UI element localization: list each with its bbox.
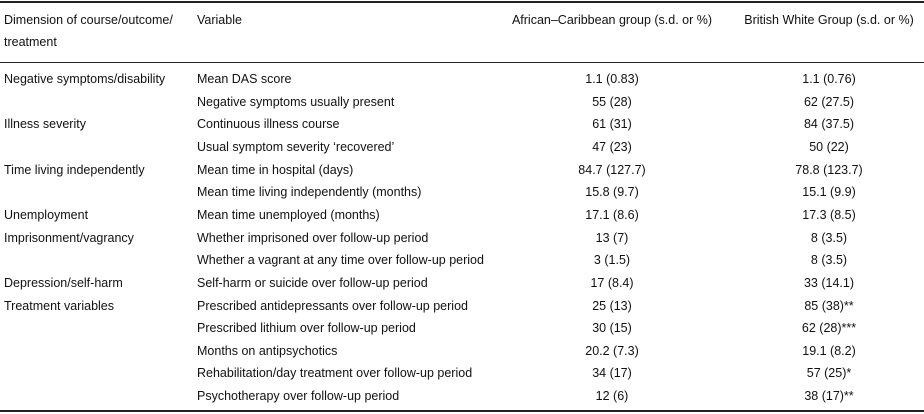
- variable-cell: Self-harm or suicide over follow-up peri…: [197, 275, 428, 290]
- value-cell: 1.1 (0.76): [802, 72, 856, 86]
- value-cell: 8 (3.5): [810, 253, 848, 268]
- variable-cell: Rehabilitation/day treatment over follow…: [197, 366, 473, 381]
- variable-cell: Mean time in hospital (days): [197, 162, 354, 177]
- value-cell: 38 (17)**: [804, 389, 854, 404]
- value-cell: 20.2 (7.3): [585, 343, 639, 358]
- dimension-cell: Depression/self-harm: [4, 275, 123, 290]
- variable-cell: Whether a vagrant at any time over follo…: [197, 253, 484, 268]
- header-cell: British White Group (s.d. or %): [744, 13, 914, 27]
- variable-cell: Psychotherapy over follow-up period: [197, 389, 400, 404]
- variable-cell: Mean DAS score: [197, 72, 292, 86]
- value-cell: 17.1 (8.6): [585, 207, 639, 222]
- variable-cell: Mean time living independently (months): [197, 185, 422, 200]
- dimension-cell: Illness severity: [4, 117, 86, 132]
- variable-cell: Continuous illness course: [197, 117, 340, 132]
- variable-cell: Prescribed antidepressants over follow-u…: [197, 298, 468, 313]
- value-cell: 78.8 (123.7): [795, 162, 863, 177]
- dimension-cell: Time living independently: [4, 162, 145, 177]
- top-rule: [0, 1, 924, 3]
- header-rule: [0, 62, 924, 63]
- variable-cell: Prescribed lithium over follow-up period: [197, 321, 416, 336]
- dimension-cell: Imprisonment/vagrancy: [4, 230, 134, 245]
- header-cell: Variable: [197, 13, 242, 27]
- variable-cell: Whether imprisoned over follow-up period: [197, 230, 429, 245]
- dimension-cell: Unemployment: [4, 207, 89, 222]
- bottom-rule: [0, 410, 924, 412]
- variable-cell: Negative symptoms usually present: [197, 94, 395, 109]
- value-cell: 61 (31): [592, 117, 632, 132]
- value-cell: 25 (13): [592, 298, 632, 313]
- value-cell: 17 (8.4): [590, 275, 634, 290]
- value-cell: 55 (28): [592, 94, 632, 109]
- value-cell: 15.1 (9.9): [802, 185, 856, 200]
- dimension-cell: Treatment variables: [4, 298, 114, 313]
- value-cell: 33 (14.1): [803, 275, 855, 290]
- value-cell: 8 (3.5): [810, 230, 848, 245]
- value-cell: 62 (28)***: [801, 321, 857, 336]
- value-cell: 13 (7): [595, 230, 629, 245]
- value-cell: 62 (27.5): [803, 94, 855, 109]
- header-cell: African–Caribbean group (s.d. or %): [511, 13, 713, 27]
- value-cell: 50 (22): [809, 139, 849, 154]
- value-cell: 34 (17): [592, 366, 632, 381]
- value-cell: 84 (37.5): [803, 117, 855, 132]
- value-cell: 15.8 (9.7): [585, 185, 639, 200]
- value-cell: 3 (1.5): [593, 253, 631, 268]
- dimension-cell: Negative symptoms/disability: [4, 72, 166, 86]
- value-cell: 85 (38)**: [804, 298, 854, 313]
- variable-cell: Mean time unemployed (months): [197, 207, 380, 222]
- value-cell: 57 (25)*: [806, 366, 852, 381]
- variable-cell: Usual symptom severity ‘recovered’: [197, 139, 395, 154]
- value-cell: 47 (23): [592, 139, 632, 154]
- value-cell: 12 (6): [595, 389, 629, 404]
- variable-cell: Months on antipsychotics: [197, 343, 338, 358]
- value-cell: 84.7 (127.7): [578, 162, 646, 177]
- header-cell: Dimension of course/outcome/ treatment: [4, 13, 173, 49]
- value-cell: 19.1 (8.2): [802, 343, 856, 358]
- value-cell: 17.3 (8.5): [802, 207, 856, 222]
- value-cell: 1.1 (0.83): [585, 72, 639, 86]
- value-cell: 30 (15): [592, 321, 632, 336]
